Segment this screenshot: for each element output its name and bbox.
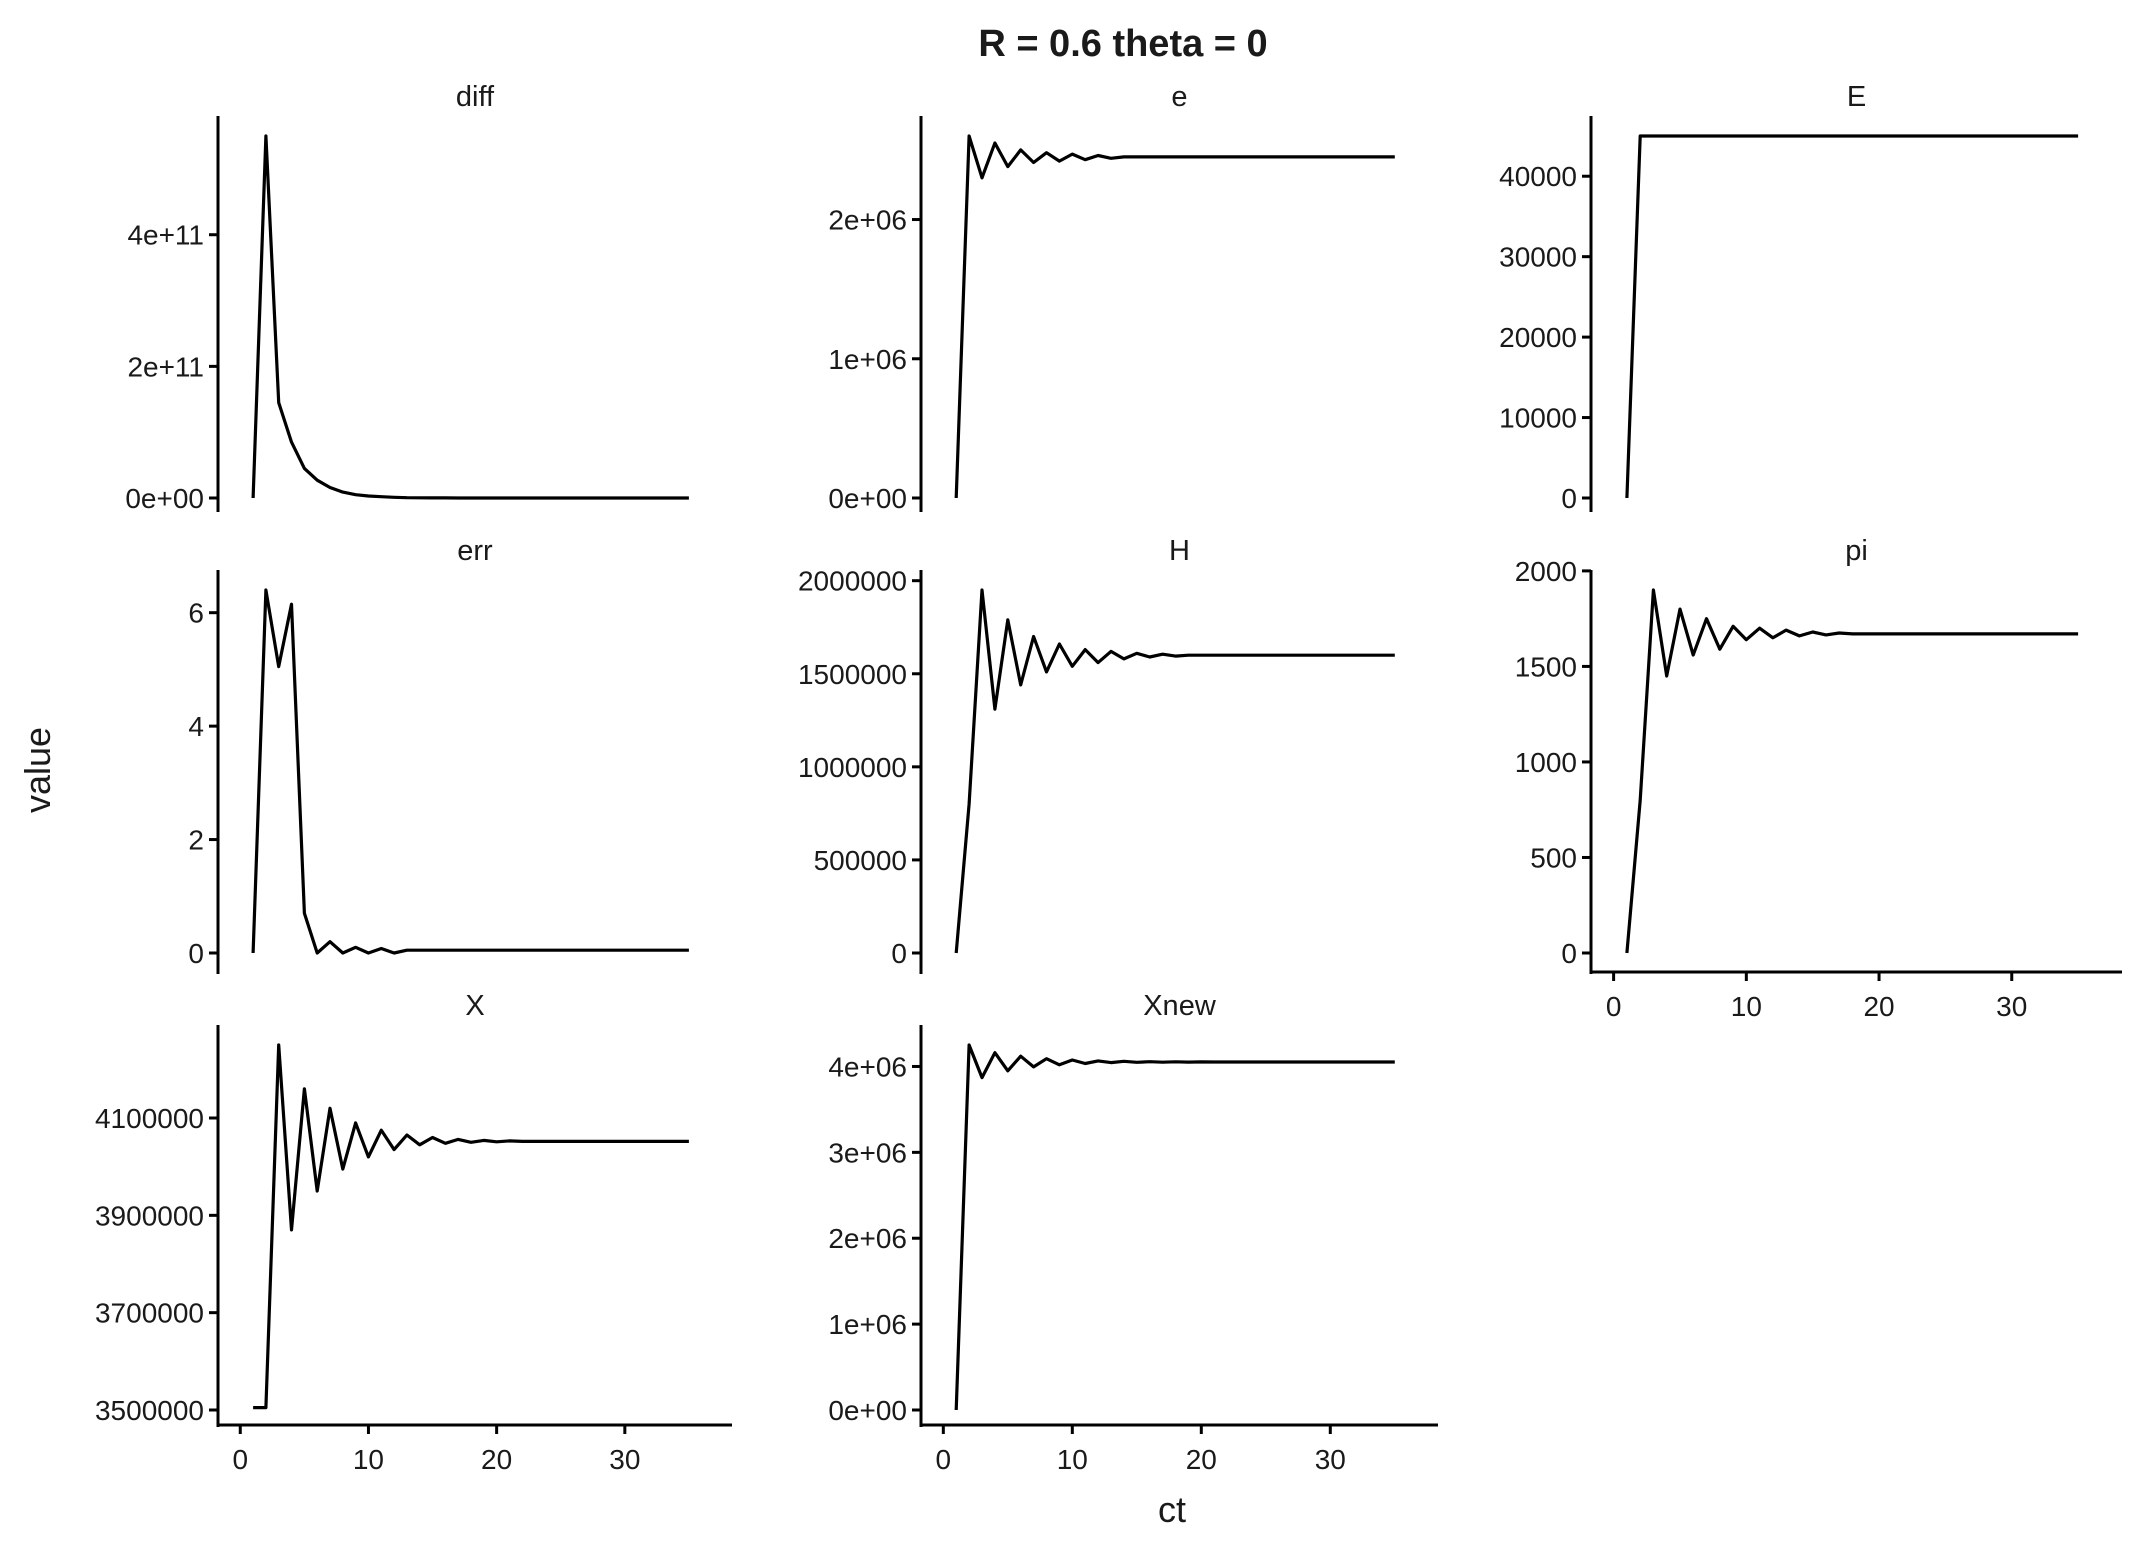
x-tick-label: 10 <box>353 1444 384 1475</box>
y-tick-label: 40000 <box>1499 161 1577 192</box>
series-line <box>251 588 689 955</box>
y-tick-label: 1500 <box>1515 651 1577 682</box>
y-tick-label: 2e+06 <box>828 205 907 236</box>
y-tick-label: 1000000 <box>798 752 907 783</box>
y-tick-label: 3e+06 <box>828 1137 907 1168</box>
facet-panel-diff: diff 0e+00 2e+11 4e+11 <box>125 81 689 514</box>
y-tick-label: 0 <box>1561 483 1577 514</box>
y-tick-label: 4 <box>188 711 204 742</box>
y-tick-label: 30000 <box>1499 242 1577 273</box>
series-line <box>954 134 1395 499</box>
facet-strip-label: pi <box>1845 535 1868 567</box>
facet-strip-label: E <box>1847 81 1866 113</box>
x-tick-label: 10 <box>1057 1444 1088 1475</box>
facet-panel-H: H 0 500000 1000000 1500000 2000000 <box>798 535 1395 974</box>
x-tick-label: 30 <box>1315 1444 1346 1475</box>
facet-panel-err: err 0 2 4 6 <box>188 535 689 974</box>
y-tick-label: 3500000 <box>95 1395 204 1426</box>
y-tick-label: 6 <box>188 598 204 629</box>
x-tick-label: 20 <box>481 1444 512 1475</box>
y-axis-title: value <box>17 727 58 813</box>
facet-panels: diff0e+002e+114e+11e0e+001e+062e+06E0100… <box>95 81 2122 1475</box>
x-tick-label: 30 <box>609 1444 640 1475</box>
y-tick-label: 0e+00 <box>828 1395 907 1426</box>
y-tick-label: 1000 <box>1515 747 1577 778</box>
facet-strip-label: e <box>1171 81 1187 113</box>
y-tick-label: 2e+11 <box>127 351 204 382</box>
facet-strip-label: diff <box>456 81 495 113</box>
y-tick-label: 0e+00 <box>125 483 204 514</box>
series-line <box>1625 134 2079 499</box>
y-tick-label: 1e+06 <box>828 344 907 375</box>
y-tick-label: 20000 <box>1499 322 1577 353</box>
y-tick-label: 3700000 <box>95 1298 204 1329</box>
x-tick-label: 0 <box>1606 991 1622 1022</box>
y-tick-label: 0 <box>891 938 907 969</box>
y-tick-label: 10000 <box>1499 403 1577 434</box>
y-tick-label: 1e+06 <box>828 1309 907 1340</box>
facet-panel-e: e 0e+00 1e+06 2e+06 <box>828 81 1395 514</box>
y-tick-label: 0 <box>188 938 204 969</box>
y-tick-label: 4e+11 <box>127 220 204 251</box>
y-tick-label: 0 <box>1561 938 1577 969</box>
series-line <box>251 134 689 500</box>
y-tick-label: 500 <box>1530 842 1577 873</box>
y-tick-label: 2000000 <box>798 566 907 597</box>
facet-strip-label: H <box>1169 535 1190 567</box>
y-tick-label: 3900000 <box>95 1200 204 1231</box>
y-tick-label: 4e+06 <box>828 1051 907 1082</box>
series-line <box>954 588 1395 954</box>
y-tick-label: 2000 <box>1515 556 1577 587</box>
x-tick-label: 20 <box>1863 991 1894 1022</box>
y-tick-label: 4100000 <box>95 1103 204 1134</box>
series-line <box>1625 588 2079 954</box>
chart-title: R = 0.6 theta = 0 <box>978 23 1267 65</box>
x-tick-label: 0 <box>232 1444 248 1475</box>
x-tick-label: 20 <box>1186 1444 1217 1475</box>
facet-strip-label: Xnew <box>1143 990 1217 1022</box>
series-line <box>253 1043 689 1410</box>
x-axis-title: ct <box>1158 1489 1186 1530</box>
facet-panel-X: X 3500000 3700000 3900000 4100000 0 10 20 30 <box>95 990 732 1475</box>
facet-panel-E-upper: E 0 10000 20000 30000 40000 <box>1499 81 2079 514</box>
y-tick-label: 0e+00 <box>828 483 907 514</box>
y-tick-label: 1500000 <box>798 659 907 690</box>
x-tick-label: 10 <box>1731 991 1762 1022</box>
x-tick-label: 30 <box>1996 991 2027 1022</box>
x-tick-label: 0 <box>936 1444 952 1475</box>
facet-strip-label: err <box>457 535 493 567</box>
facet-panel-pi: pi 0 500 1000 1500 2000 0 10 20 30 <box>1515 535 2122 1022</box>
y-tick-label: 2 <box>188 825 204 856</box>
facet-strip-label: X <box>465 990 484 1022</box>
series-line <box>954 1043 1395 1411</box>
y-tick-label: 500000 <box>814 845 907 876</box>
y-tick-label: 2e+06 <box>828 1223 907 1254</box>
facet-panel-Xnew: Xnew 0e+00 1e+06 2e+06 3e+06 4e+06 0 10 20 30 <box>828 990 1438 1475</box>
